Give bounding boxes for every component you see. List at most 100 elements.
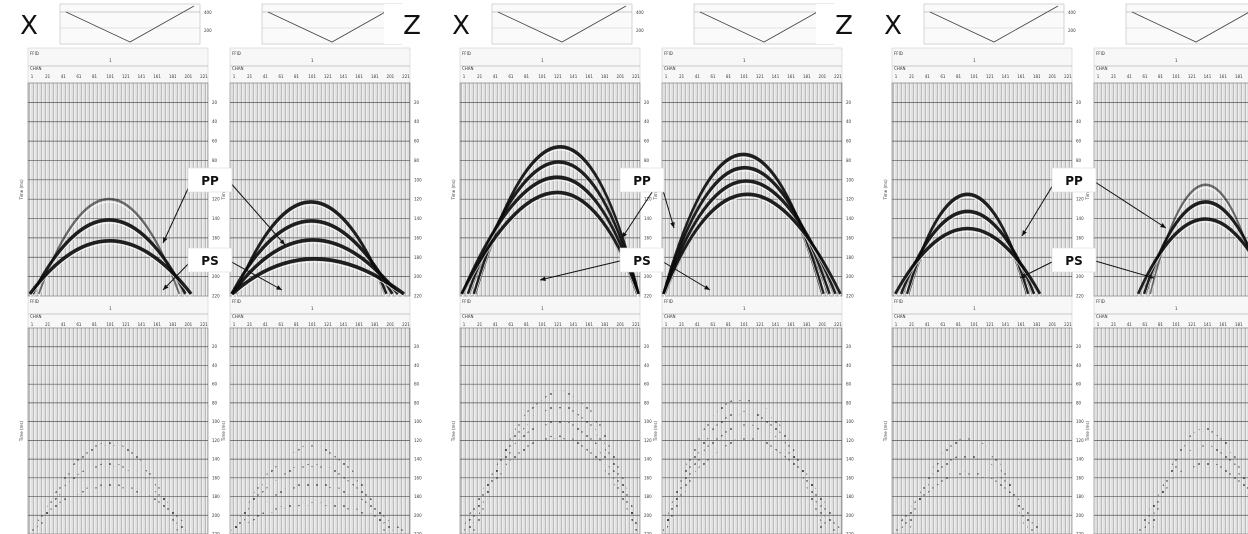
z-component-label: Z xyxy=(403,11,421,41)
chan-label: CHAN xyxy=(664,314,676,319)
chan-tick-label: 121 xyxy=(554,322,562,327)
chan-tick-label: 141 xyxy=(138,322,146,327)
reflection-event xyxy=(662,437,842,533)
chan-tick-label: 161 xyxy=(787,74,795,79)
inset-tick-label: 200 xyxy=(204,28,212,33)
trace-header xyxy=(459,47,641,84)
time-tick-label: 140 xyxy=(644,216,652,221)
time-tick-label: 80 xyxy=(414,400,420,405)
chan-tick-label: 21 xyxy=(247,74,253,79)
processed-gather: 20 40 60 80 100 120 140 160 180 200 220 Time (ms) xyxy=(883,327,1084,534)
chan-tick-label: 161 xyxy=(1017,322,1025,327)
callout-arrow xyxy=(227,179,286,246)
component-label-box xyxy=(5,4,57,44)
time-tick-label: 120 xyxy=(644,197,652,202)
chan-tick-label: 21 xyxy=(477,322,483,327)
source-receiver-geometry xyxy=(929,5,1059,43)
gather-background xyxy=(891,327,1073,534)
chan-tick-label: 221 xyxy=(834,322,842,327)
component-label-box xyxy=(384,4,436,44)
chan-tick-label: 161 xyxy=(1219,74,1227,79)
time-tick-label: 220 xyxy=(414,294,422,299)
chan-tick-label: 101 xyxy=(106,74,114,79)
callout-arrowhead xyxy=(540,276,546,281)
chan-tick-label: 121 xyxy=(1188,74,1196,79)
callout-arrowhead xyxy=(622,232,627,238)
chan-tick-label: 41 xyxy=(61,322,67,327)
chan-tick-label: 201 xyxy=(185,74,193,79)
chan-tick-label: 101 xyxy=(538,322,546,327)
geometry-inset xyxy=(693,3,835,45)
time-tick-label: 120 xyxy=(212,197,220,202)
time-axis-label: Time (ms) xyxy=(19,179,24,201)
trace-header xyxy=(661,295,843,329)
reflection-event xyxy=(230,219,394,295)
processed-gather: 20 40 60 80 100 120 140 160 180 200 220 Time (ms) xyxy=(221,327,422,534)
time-tick-label: 20 xyxy=(1076,344,1082,349)
chan-tick-label: 121 xyxy=(122,322,130,327)
chan-tick-label: 101 xyxy=(970,322,978,327)
callout-arrow xyxy=(539,259,625,281)
chan-tick-label: 21 xyxy=(679,322,685,327)
time-tick-label: 20 xyxy=(644,344,650,349)
chan-tick-label: 181 xyxy=(1235,322,1243,327)
chan-tick-label: 21 xyxy=(1111,322,1117,327)
time-tick-label: 200 xyxy=(644,513,652,518)
callout-arrowhead xyxy=(1022,230,1027,236)
chan-tick-label: 121 xyxy=(554,74,562,79)
time-tick-label: 100 xyxy=(846,177,854,182)
callout-arrow xyxy=(162,259,193,291)
chan-tick-label: 141 xyxy=(340,322,348,327)
time-tick-label: 220 xyxy=(644,532,652,534)
chan-label: CHAN xyxy=(232,66,244,71)
time-tick-label: 20 xyxy=(644,100,650,105)
trace-header xyxy=(891,295,1073,329)
chan-tick-label: 21 xyxy=(45,322,51,327)
reflection-event-trough xyxy=(663,197,841,298)
time-tick-label: 120 xyxy=(644,438,652,443)
chan-tick-label: 141 xyxy=(1204,74,1212,79)
ffid-value: 1 xyxy=(973,58,976,63)
chan-tick-label: 181 xyxy=(1033,322,1041,327)
chan-tick-label: 201 xyxy=(1049,74,1057,79)
geometry-inset xyxy=(1125,3,1248,45)
chan-tick-label: 221 xyxy=(632,322,640,327)
chan-tick-label: 201 xyxy=(1049,322,1057,327)
time-tick-label: 60 xyxy=(846,382,852,387)
chan-tick-label: 81 xyxy=(294,74,300,79)
time-tick-label: 180 xyxy=(414,255,422,260)
gather-background xyxy=(27,327,209,534)
ffid-label: FFID xyxy=(1096,51,1105,56)
source-receiver-geometry xyxy=(497,5,627,43)
ffid-value: 1 xyxy=(1175,58,1178,63)
chan-tick-label: 161 xyxy=(787,322,795,327)
reflection-event-trough xyxy=(1138,221,1248,298)
time-tick-label: 140 xyxy=(846,216,854,221)
time-tick-label: 160 xyxy=(846,235,854,240)
time-tick-label: 160 xyxy=(644,475,652,480)
geometry-inset xyxy=(59,3,201,45)
time-tick-label: 200 xyxy=(644,274,652,279)
chan-tick-label: 141 xyxy=(772,322,780,327)
reflection-event-trough xyxy=(895,231,1040,298)
time-tick-label: 60 xyxy=(644,382,650,387)
ffid-value: 1 xyxy=(311,58,314,63)
time-tick-label: 180 xyxy=(644,494,652,499)
chan-tick-label: 81 xyxy=(524,74,530,79)
chan-tick-label: 161 xyxy=(1017,74,1025,79)
time-axis-label: Time (ms) xyxy=(451,179,456,201)
ffid-label: FFID xyxy=(30,299,39,304)
ffid-label: FFID xyxy=(664,51,673,56)
chan-tick-label: 1 xyxy=(233,74,236,79)
ps-label: PS xyxy=(201,254,218,268)
chan-label: CHAN xyxy=(664,66,676,71)
component-label-box xyxy=(816,4,868,44)
chan-tick-label: 81 xyxy=(726,74,732,79)
inset-tick-label: 200 xyxy=(1068,28,1076,33)
reflection-event-trough xyxy=(461,195,639,298)
gather-background xyxy=(891,82,1073,297)
component-label-box xyxy=(437,4,489,44)
